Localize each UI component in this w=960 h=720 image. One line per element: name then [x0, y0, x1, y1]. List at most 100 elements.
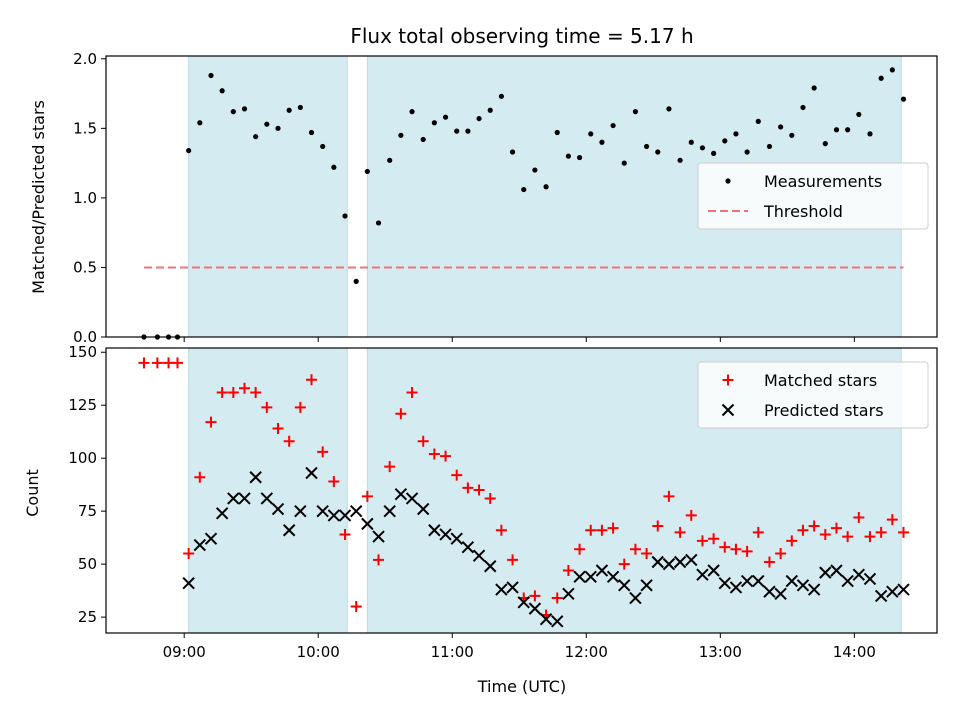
matched-stars-point-46 [652, 520, 664, 532]
matched-stars-point-23 [395, 408, 407, 420]
predicted-stars-point-27 [484, 560, 497, 573]
measurements-point-41 [599, 139, 605, 145]
matched-stars-point-52 [719, 541, 731, 553]
measurements-point-68 [900, 96, 907, 102]
measurements-point-51 [711, 150, 717, 156]
predicted-stars-point-20 [405, 492, 419, 505]
x-tick-label-2: 11:00 [431, 643, 474, 661]
y-tick-label-counts-1: 50 [78, 555, 97, 573]
measurements-point-54 [744, 149, 750, 155]
matched-stars-point-44 [629, 543, 641, 555]
x-tick-label-4: 13:00 [699, 643, 742, 661]
y-axis-label-counts: Count [23, 469, 42, 517]
predicted-stars-point-2 [204, 532, 218, 545]
measurements-point-65 [867, 131, 873, 137]
matched-stars-point-5 [194, 471, 206, 483]
matched-stars-point-15 [306, 374, 318, 386]
measurements-point-59 [800, 104, 806, 111]
measurements-point-48 [677, 157, 683, 163]
predicted-stars-point-22 [428, 524, 441, 537]
y-tick-label-counts-5: 150 [68, 343, 97, 361]
y-tick-label-counts-3: 100 [68, 449, 97, 467]
measurements-point-43 [621, 160, 627, 166]
measurements-point-4 [186, 147, 192, 154]
matched-stars-point-49 [685, 509, 697, 521]
predicted-stars-point-24 [450, 532, 463, 545]
predicted-stars-point-18 [383, 504, 396, 518]
measurements-point-53 [733, 131, 739, 137]
predicted-stars-point-23 [439, 528, 452, 541]
predicted-stars-point-60 [852, 568, 866, 581]
measurements-point-23 [398, 132, 404, 138]
predicted-stars-point-10 [294, 504, 307, 518]
measurements-point-26 [431, 120, 437, 126]
matched-stars-point-32 [495, 524, 507, 536]
predicted-stars-point-28 [495, 583, 508, 596]
legend-counts: Matched stars Predicted stars [697, 361, 929, 429]
legend-ratio: Measurements Threshold [697, 162, 929, 230]
measurements-point-47 [666, 106, 672, 112]
measurements-point-61 [822, 141, 828, 147]
predicted-stars-point-32 [539, 613, 553, 626]
predicted-stars-point-44 [673, 555, 687, 569]
x-tick-label-5: 14:00 [833, 643, 876, 661]
axes-frame-counts [105, 347, 938, 634]
matched-stars-point-22 [384, 461, 396, 473]
measurements-point-33 [509, 149, 516, 155]
measurements-point-30 [476, 115, 482, 122]
matched-stars-point-6 [205, 416, 217, 428]
y-tick-label-counts-0: 25 [78, 608, 97, 626]
predicted-stars-point-7 [260, 492, 274, 505]
measurements-point-32 [498, 93, 504, 99]
predicted-stars-point-48 [718, 576, 731, 590]
y-tick-label-counts-2: 75 [78, 502, 97, 520]
matched-stars-point-24 [406, 386, 418, 398]
legend-label-measurements: Measurements [764, 172, 882, 191]
predicted-stars-point-25 [461, 540, 475, 554]
measurements-point-13 [286, 107, 292, 113]
legend-label-threshold: Threshold [763, 202, 843, 221]
predicted-stars-point-26 [472, 549, 486, 562]
predicted-stars-point-12 [316, 504, 329, 518]
matched-stars-point-20 [361, 490, 373, 502]
predicted-stars-point-64 [897, 583, 910, 596]
x-tick-label-3: 12:00 [565, 643, 608, 661]
matched-stars-point-19 [350, 601, 362, 613]
predicted-stars-point-5 [238, 492, 251, 505]
measurements-point-52 [722, 138, 728, 144]
predicted-stars-point-0 [182, 576, 195, 590]
predicted-stars-point-46 [696, 568, 709, 581]
measurements-point-19 [353, 278, 359, 284]
measurements-point-35 [532, 167, 538, 173]
matched-stars-point-57 [775, 548, 787, 560]
matched-stars-point-25 [417, 435, 429, 447]
matched-stars-point-30 [473, 484, 485, 496]
measurements-point-58 [789, 132, 795, 138]
matched-stars-point-66 [875, 526, 887, 538]
matched-stars-point-53 [730, 543, 742, 555]
legend-swatch-predicted-stars [721, 403, 735, 417]
legend-label-predicted-stars: Predicted stars [764, 401, 884, 420]
matched-stars-point-8 [227, 386, 239, 398]
measurements-point-10 [253, 134, 259, 140]
panel-counts: 25 50 75 100 125 150 09:00 10:00 11:00 12:00 13:00… [68, 343, 938, 661]
series-predicted-stars [182, 466, 910, 628]
series-measurements [141, 67, 907, 340]
matched-stars-point-4 [183, 548, 195, 560]
x-tick-label-1: 10:00 [297, 643, 340, 661]
measurements-point-62 [833, 127, 840, 133]
matched-stars-point-38 [562, 564, 574, 576]
predicted-stars-point-29 [506, 581, 519, 594]
measurements-point-16 [320, 143, 326, 150]
y-tick-label-ratio-4: 2.0 [73, 50, 97, 68]
predicted-stars-point-62 [874, 589, 888, 603]
matched-stars-point-61 [819, 528, 831, 540]
measurements-point-44 [632, 109, 639, 115]
predicted-stars-point-51 [752, 574, 765, 588]
matched-stars-point-26 [428, 448, 440, 460]
measurements-point-42 [610, 122, 616, 129]
predicted-stars-point-41 [640, 579, 653, 592]
series-matched-stars [138, 357, 909, 621]
predicted-stars-point-9 [282, 524, 296, 537]
matched-stars-point-29 [462, 482, 474, 494]
